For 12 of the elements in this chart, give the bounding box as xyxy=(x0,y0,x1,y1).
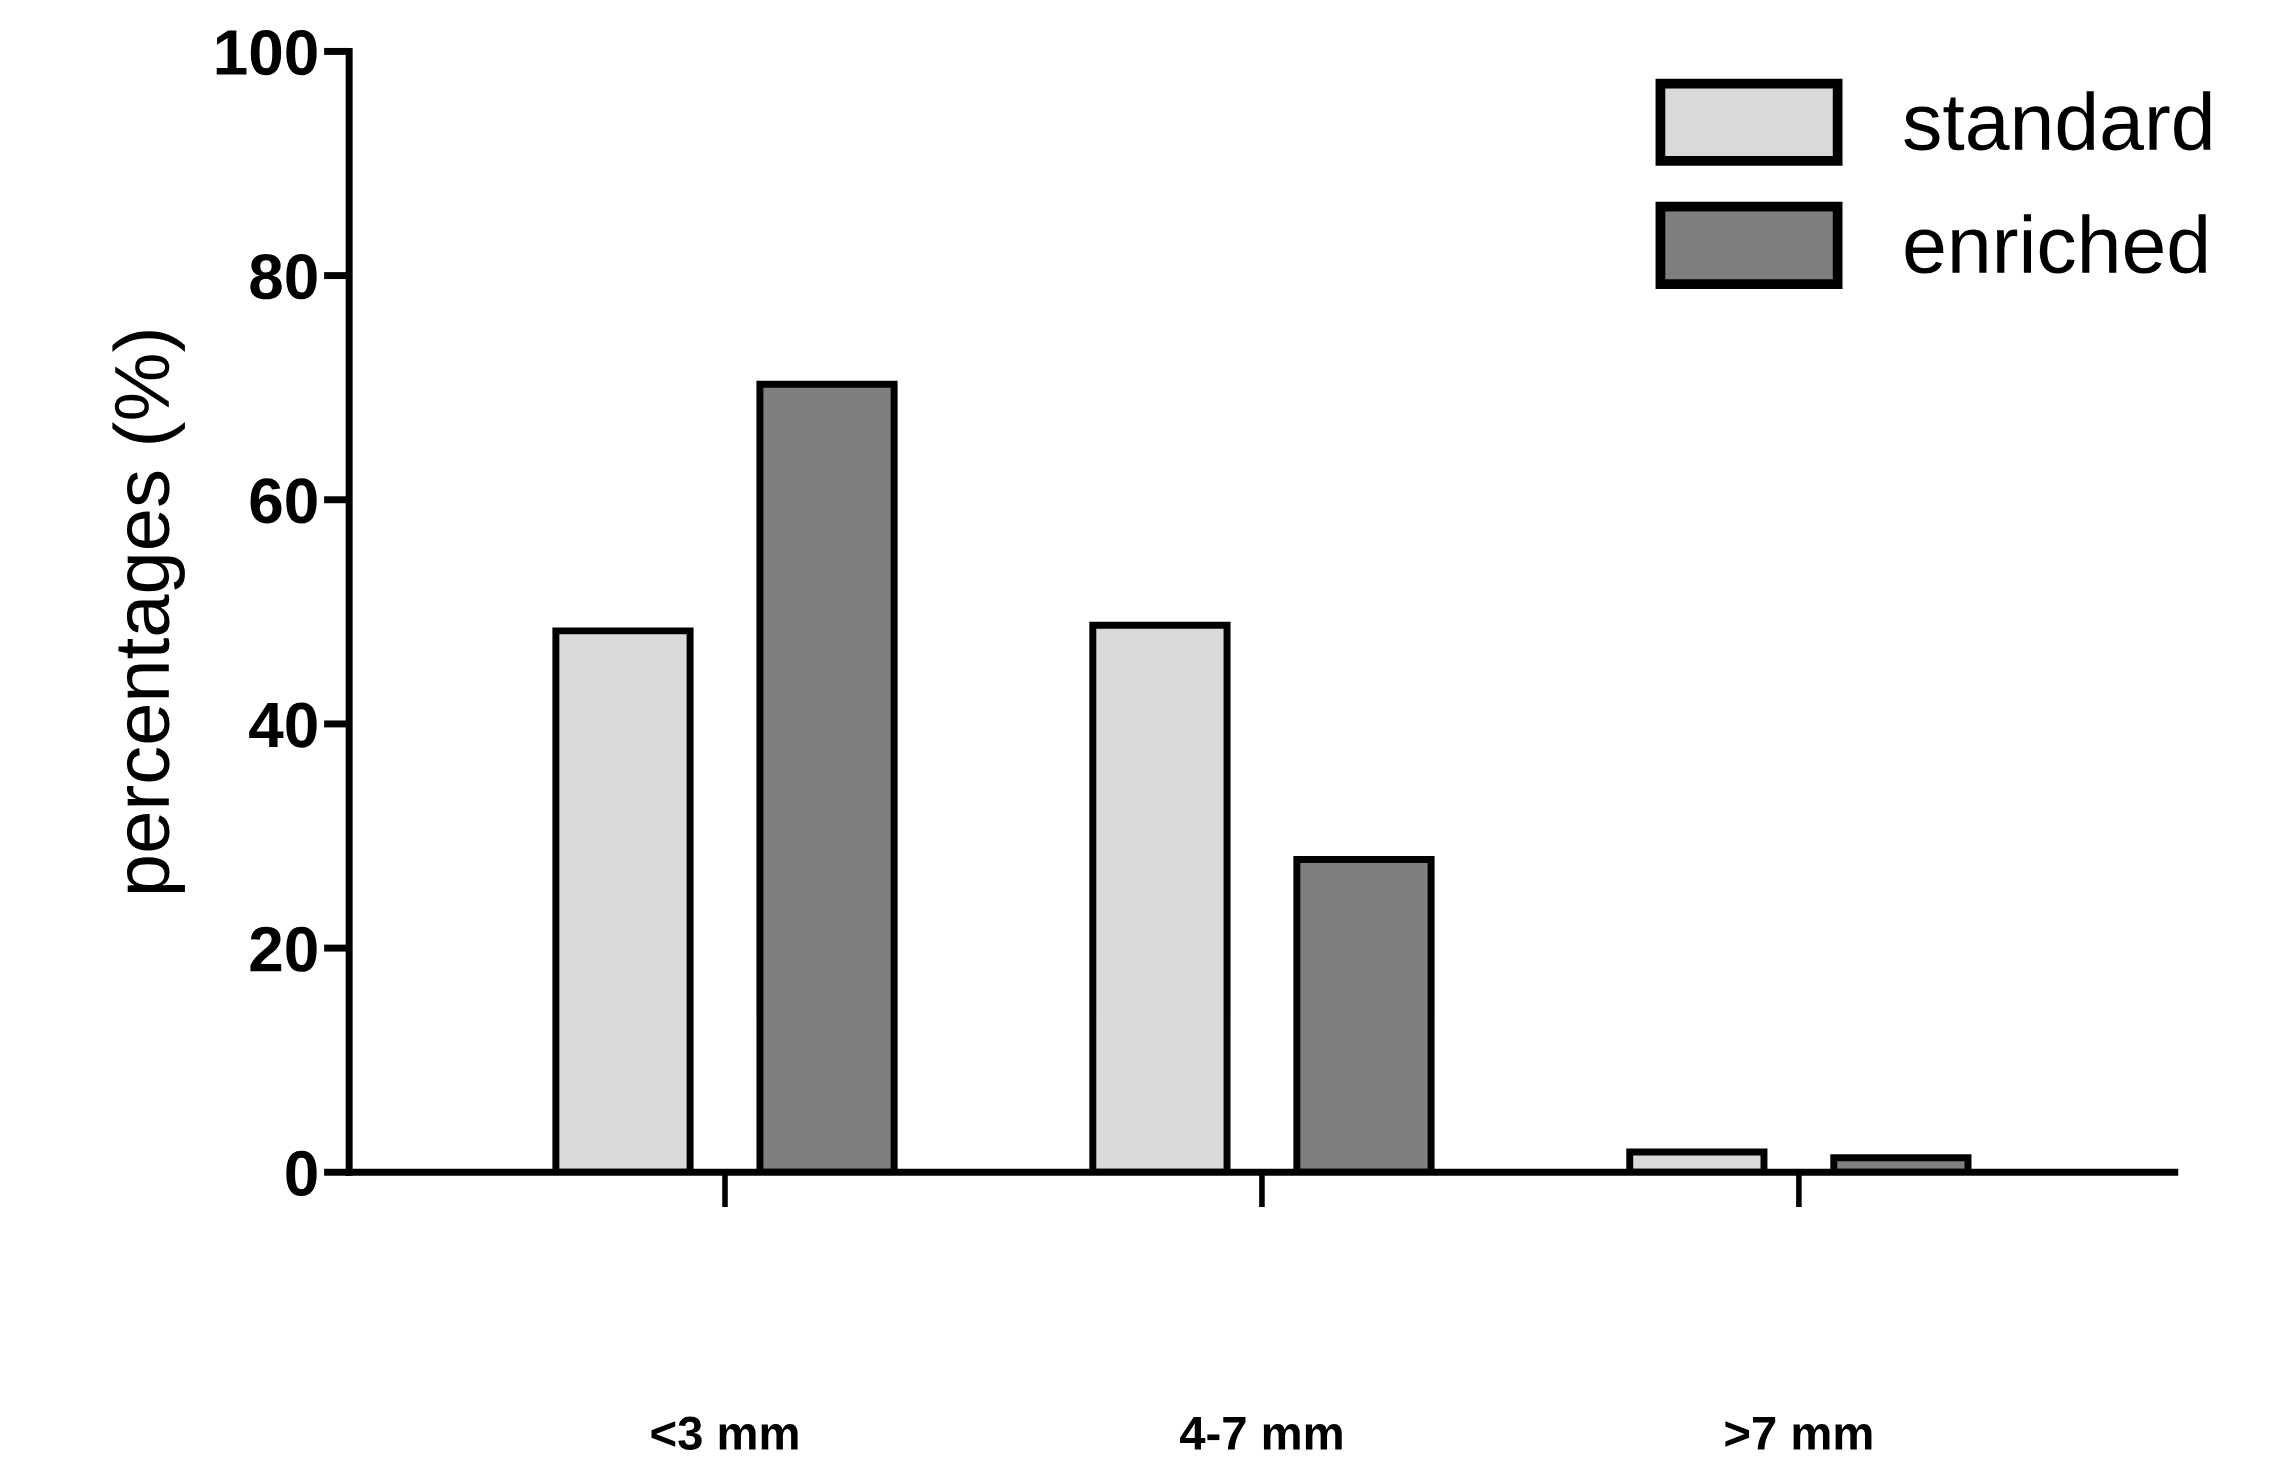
x-tick-label: >7 mm xyxy=(1725,1417,1872,1450)
y-tick-label: 100 xyxy=(216,29,317,76)
y-tick-label: 0 xyxy=(286,1150,317,1197)
y-tick-label: 60 xyxy=(250,478,317,524)
y-axis-title: percentages (%) xyxy=(112,331,185,893)
x-tick-label: <3 mm xyxy=(651,1416,798,1451)
y-tick-label: 40 xyxy=(249,702,317,748)
legend-label: enriched xyxy=(1905,214,2206,274)
x-tick-label: 4-7 mm xyxy=(1179,1417,1342,1450)
y-tick-label: 20 xyxy=(250,926,317,972)
y-tick-label: 80 xyxy=(250,254,317,300)
legend-label: standard xyxy=(1904,91,2211,151)
